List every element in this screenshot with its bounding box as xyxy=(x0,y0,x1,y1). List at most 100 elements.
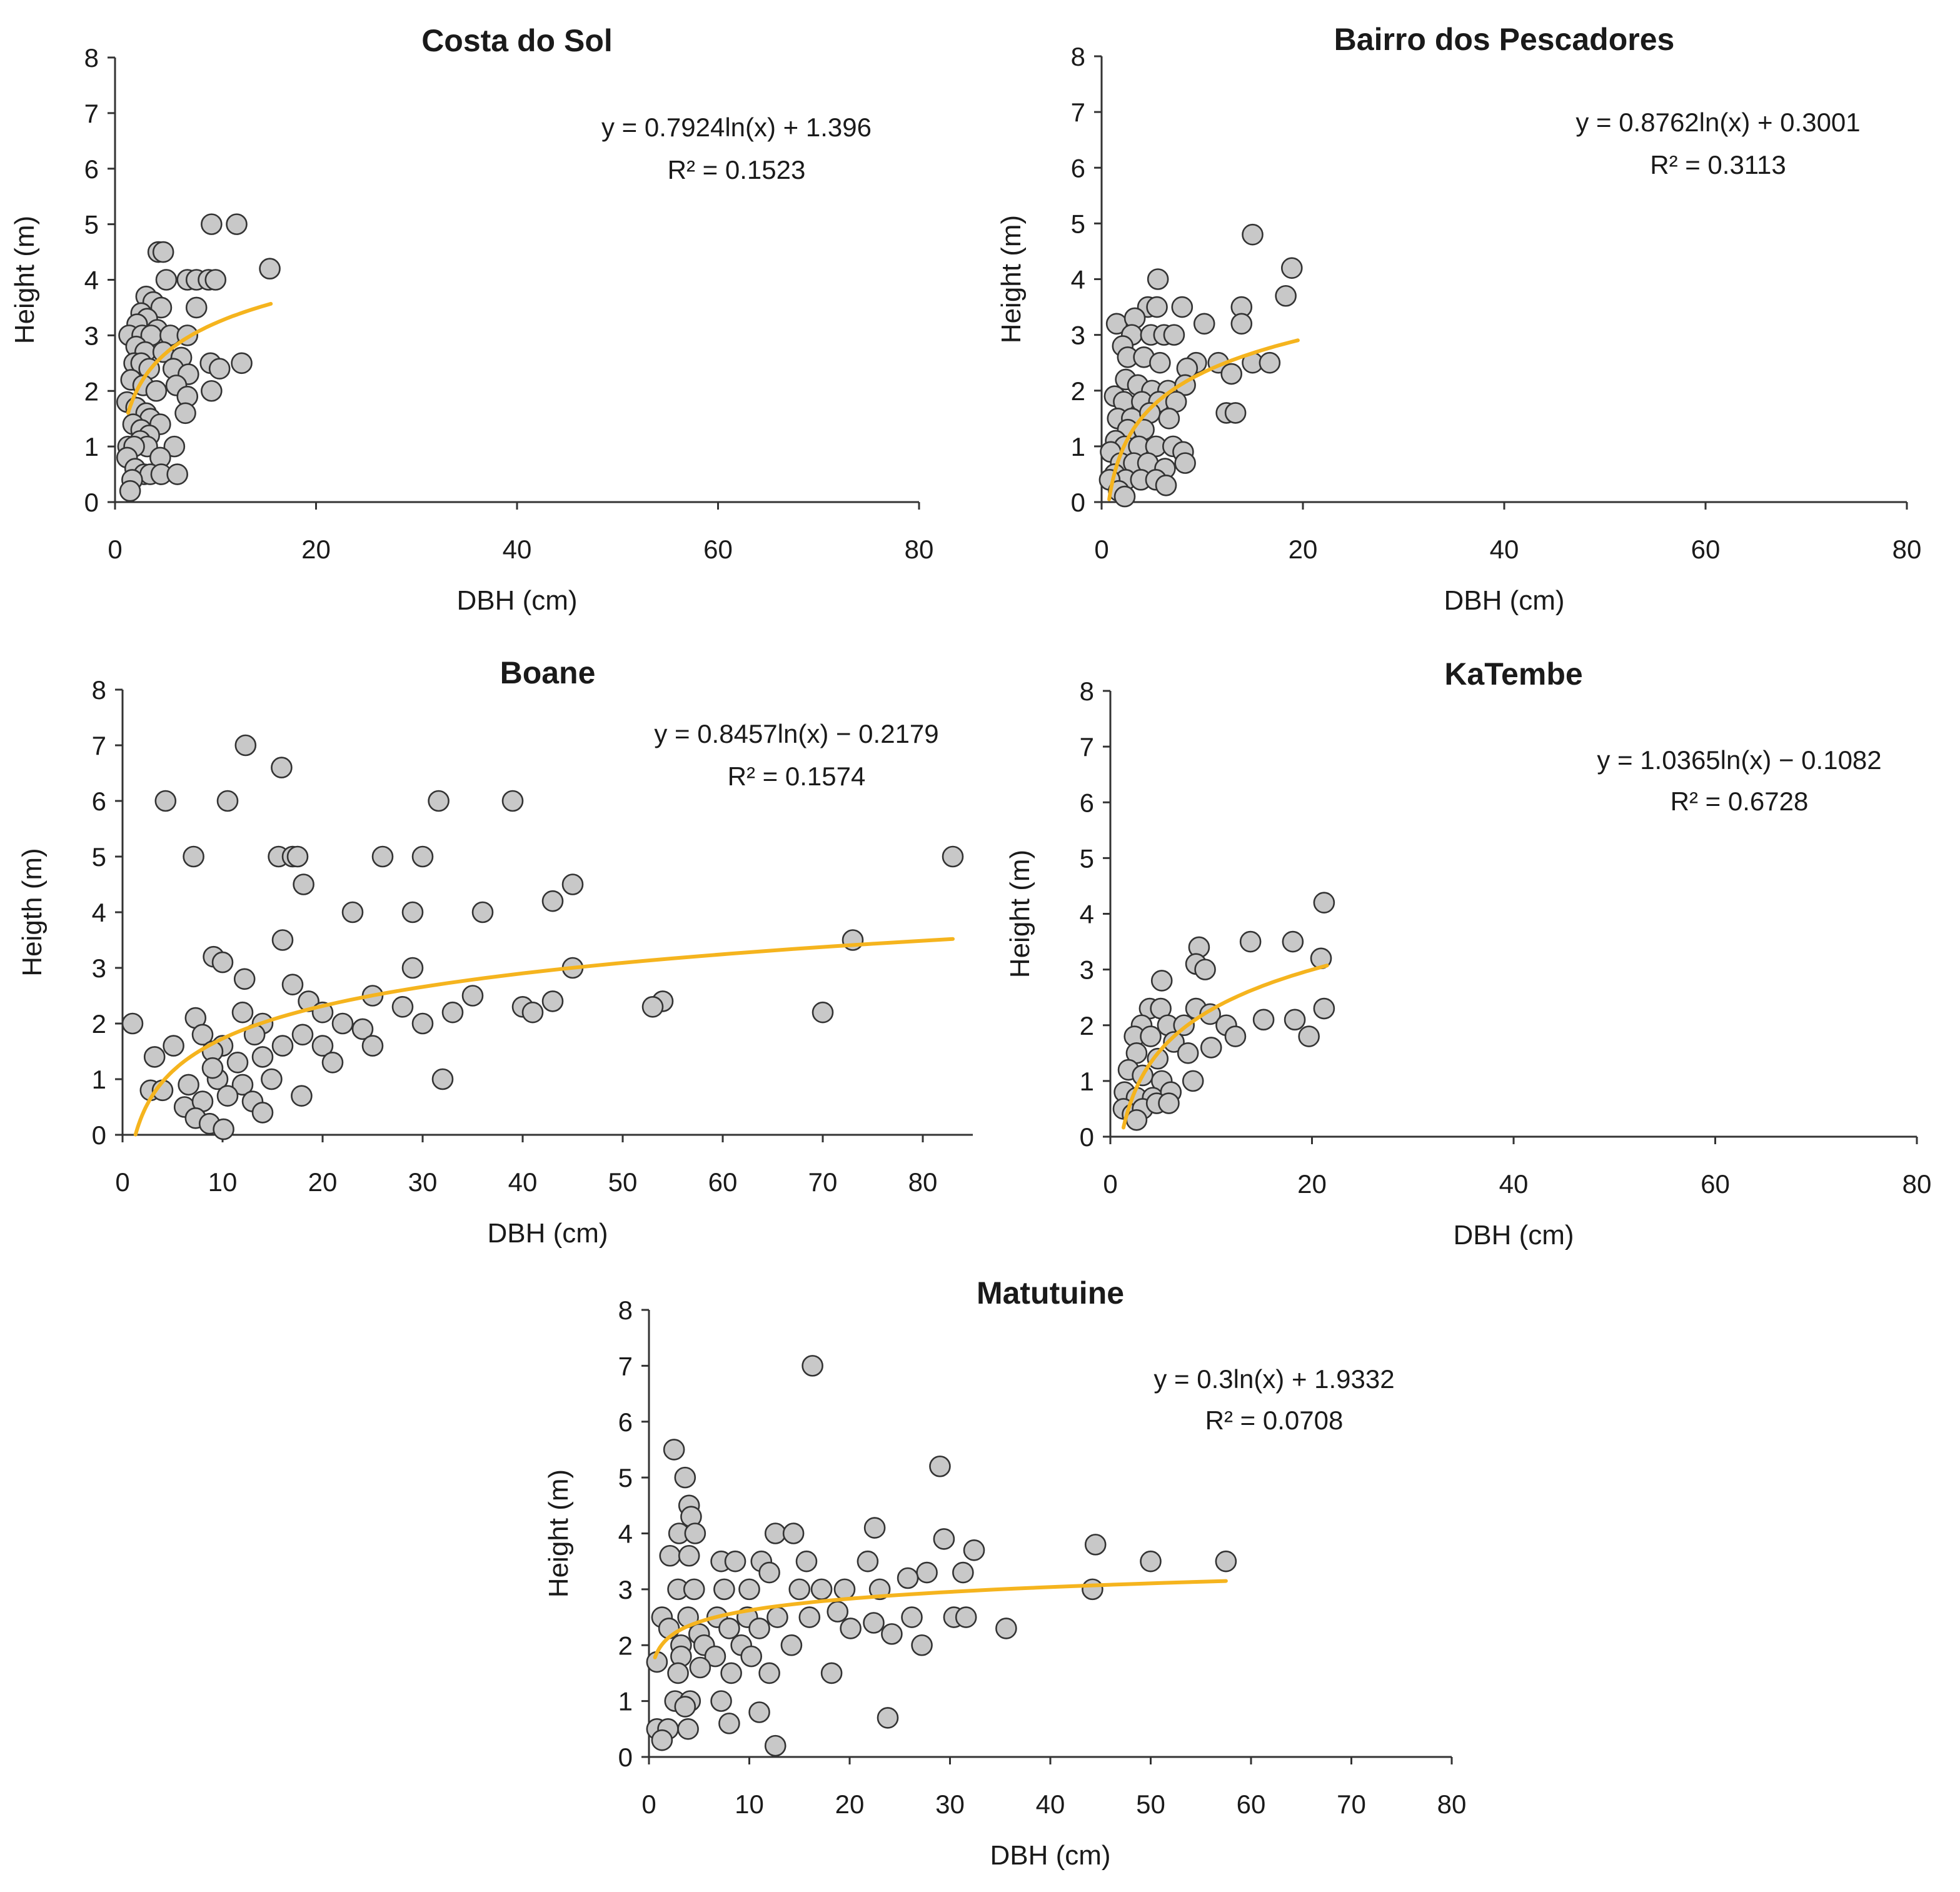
data-point xyxy=(897,1567,919,1589)
data-point xyxy=(1150,970,1173,992)
data-point xyxy=(1147,268,1169,290)
data-point xyxy=(1224,1025,1247,1047)
x-tick-label: 0 xyxy=(1094,535,1108,564)
x-tick-label: 80 xyxy=(1892,535,1922,564)
data-point xyxy=(1084,1534,1107,1556)
data-point xyxy=(1284,1009,1306,1031)
data-point xyxy=(441,1001,464,1024)
data-point xyxy=(183,845,204,868)
data-point xyxy=(1113,485,1136,508)
y-tick-label: 0 xyxy=(618,1743,633,1772)
data-point xyxy=(916,1561,938,1584)
data-point xyxy=(231,352,253,375)
x-axis-label: DBH (cm) xyxy=(456,585,577,616)
trend-equation: y = 0.3ln(x) + 1.9332 xyxy=(1153,1364,1394,1394)
data-point xyxy=(178,1074,199,1096)
data-point xyxy=(154,790,177,812)
x-tick-label: 60 xyxy=(1691,535,1721,564)
chart-matutuine: Matutuine y = 0.3ln(x) + 1.9332 R² = 0.0… xyxy=(543,1276,1466,1871)
data-point xyxy=(663,1439,685,1461)
data-point xyxy=(764,1734,787,1757)
x-tick-label: 0 xyxy=(108,535,122,564)
data-point xyxy=(371,845,394,868)
data-point xyxy=(471,901,494,923)
data-point xyxy=(641,996,664,1018)
data-point xyxy=(827,1601,849,1623)
data-point xyxy=(291,1085,313,1107)
data-point xyxy=(1158,408,1180,430)
data-point xyxy=(216,790,239,812)
chart-title: Bairro dos Pescadores xyxy=(1334,22,1675,57)
data-point xyxy=(208,358,231,380)
y-tick-label: 7 xyxy=(618,1351,633,1381)
data-point xyxy=(1177,1042,1199,1064)
data-point xyxy=(1171,296,1194,318)
y-tick-label: 3 xyxy=(1071,321,1085,350)
chart-title: Costa do Sol xyxy=(421,23,613,58)
y-tick-label: 2 xyxy=(1071,376,1085,406)
data-point xyxy=(929,1455,951,1477)
data-point xyxy=(798,1606,821,1628)
data-point xyxy=(271,1035,294,1057)
data-point xyxy=(1252,1009,1275,1031)
chart-katembe: KaTembe y = 1.0365ln(x) − 0.1082 R² = 0.… xyxy=(1005,657,1931,1250)
x-tick-label: 70 xyxy=(808,1167,838,1197)
y-tick-label: 5 xyxy=(618,1463,633,1492)
data-point xyxy=(1174,452,1196,474)
data-point xyxy=(271,757,293,778)
y-axis-label: Height (m) xyxy=(996,215,1027,343)
y-tick-label: 2 xyxy=(92,1009,106,1039)
data-point xyxy=(211,951,234,974)
data-point xyxy=(748,1618,770,1639)
data-point xyxy=(261,1068,283,1090)
y-tick-label: 1 xyxy=(1071,432,1085,461)
data-point xyxy=(651,1729,673,1751)
trendline xyxy=(133,937,955,1137)
data-point xyxy=(204,269,227,291)
chart-boane: Boane y = 0.8457ln(x) − 0.2179 R² = 0.15… xyxy=(17,655,973,1249)
data-point xyxy=(281,974,304,995)
data-point xyxy=(234,734,257,757)
data-point xyxy=(1149,351,1171,374)
y-tick-label: 1 xyxy=(92,1065,106,1094)
data-point xyxy=(724,1550,746,1572)
data-point xyxy=(145,380,168,402)
data-point xyxy=(810,1578,833,1601)
data-point xyxy=(710,1690,732,1712)
y-axis-label: Heigth (m) xyxy=(17,848,48,976)
y-tick-label: 8 xyxy=(84,43,99,73)
data-point xyxy=(321,1052,344,1074)
data-point xyxy=(150,296,173,319)
data-point xyxy=(758,1662,780,1684)
data-point xyxy=(795,1550,818,1572)
trend-equation: y = 0.7924ln(x) + 1.396 xyxy=(601,113,872,142)
trend-equation: y = 0.8762ln(x) + 0.3001 xyxy=(1576,108,1860,137)
y-tick-label: 2 xyxy=(618,1631,633,1660)
x-tick-label: 50 xyxy=(608,1167,638,1197)
y-tick-label: 4 xyxy=(618,1519,633,1549)
data-point xyxy=(1194,959,1216,980)
x-tick-label: 60 xyxy=(703,535,733,564)
data-point xyxy=(121,1012,144,1035)
data-point xyxy=(226,213,248,235)
data-point xyxy=(1313,892,1335,913)
x-tick-label: 10 xyxy=(208,1167,238,1197)
data-point xyxy=(720,1662,742,1684)
y-tick-label: 4 xyxy=(1080,900,1094,929)
data-point xyxy=(271,929,294,951)
x-tick-label: 80 xyxy=(908,1167,938,1197)
y-tick-label: 3 xyxy=(92,954,106,983)
x-tick-label: 20 xyxy=(301,535,331,564)
data-point xyxy=(942,845,964,868)
data-point xyxy=(740,1645,763,1668)
y-tick-label: 1 xyxy=(84,432,99,461)
data-point xyxy=(152,241,174,263)
y-tick-label: 7 xyxy=(92,731,106,760)
x-axis-label: DBH (cm) xyxy=(487,1218,608,1249)
x-tick-label: 40 xyxy=(1490,535,1519,564)
y-tick-label: 8 xyxy=(1071,42,1085,71)
data-point xyxy=(501,790,524,812)
data-point xyxy=(1193,313,1215,335)
y-tick-label: 0 xyxy=(92,1120,106,1150)
data-point xyxy=(201,1057,224,1079)
